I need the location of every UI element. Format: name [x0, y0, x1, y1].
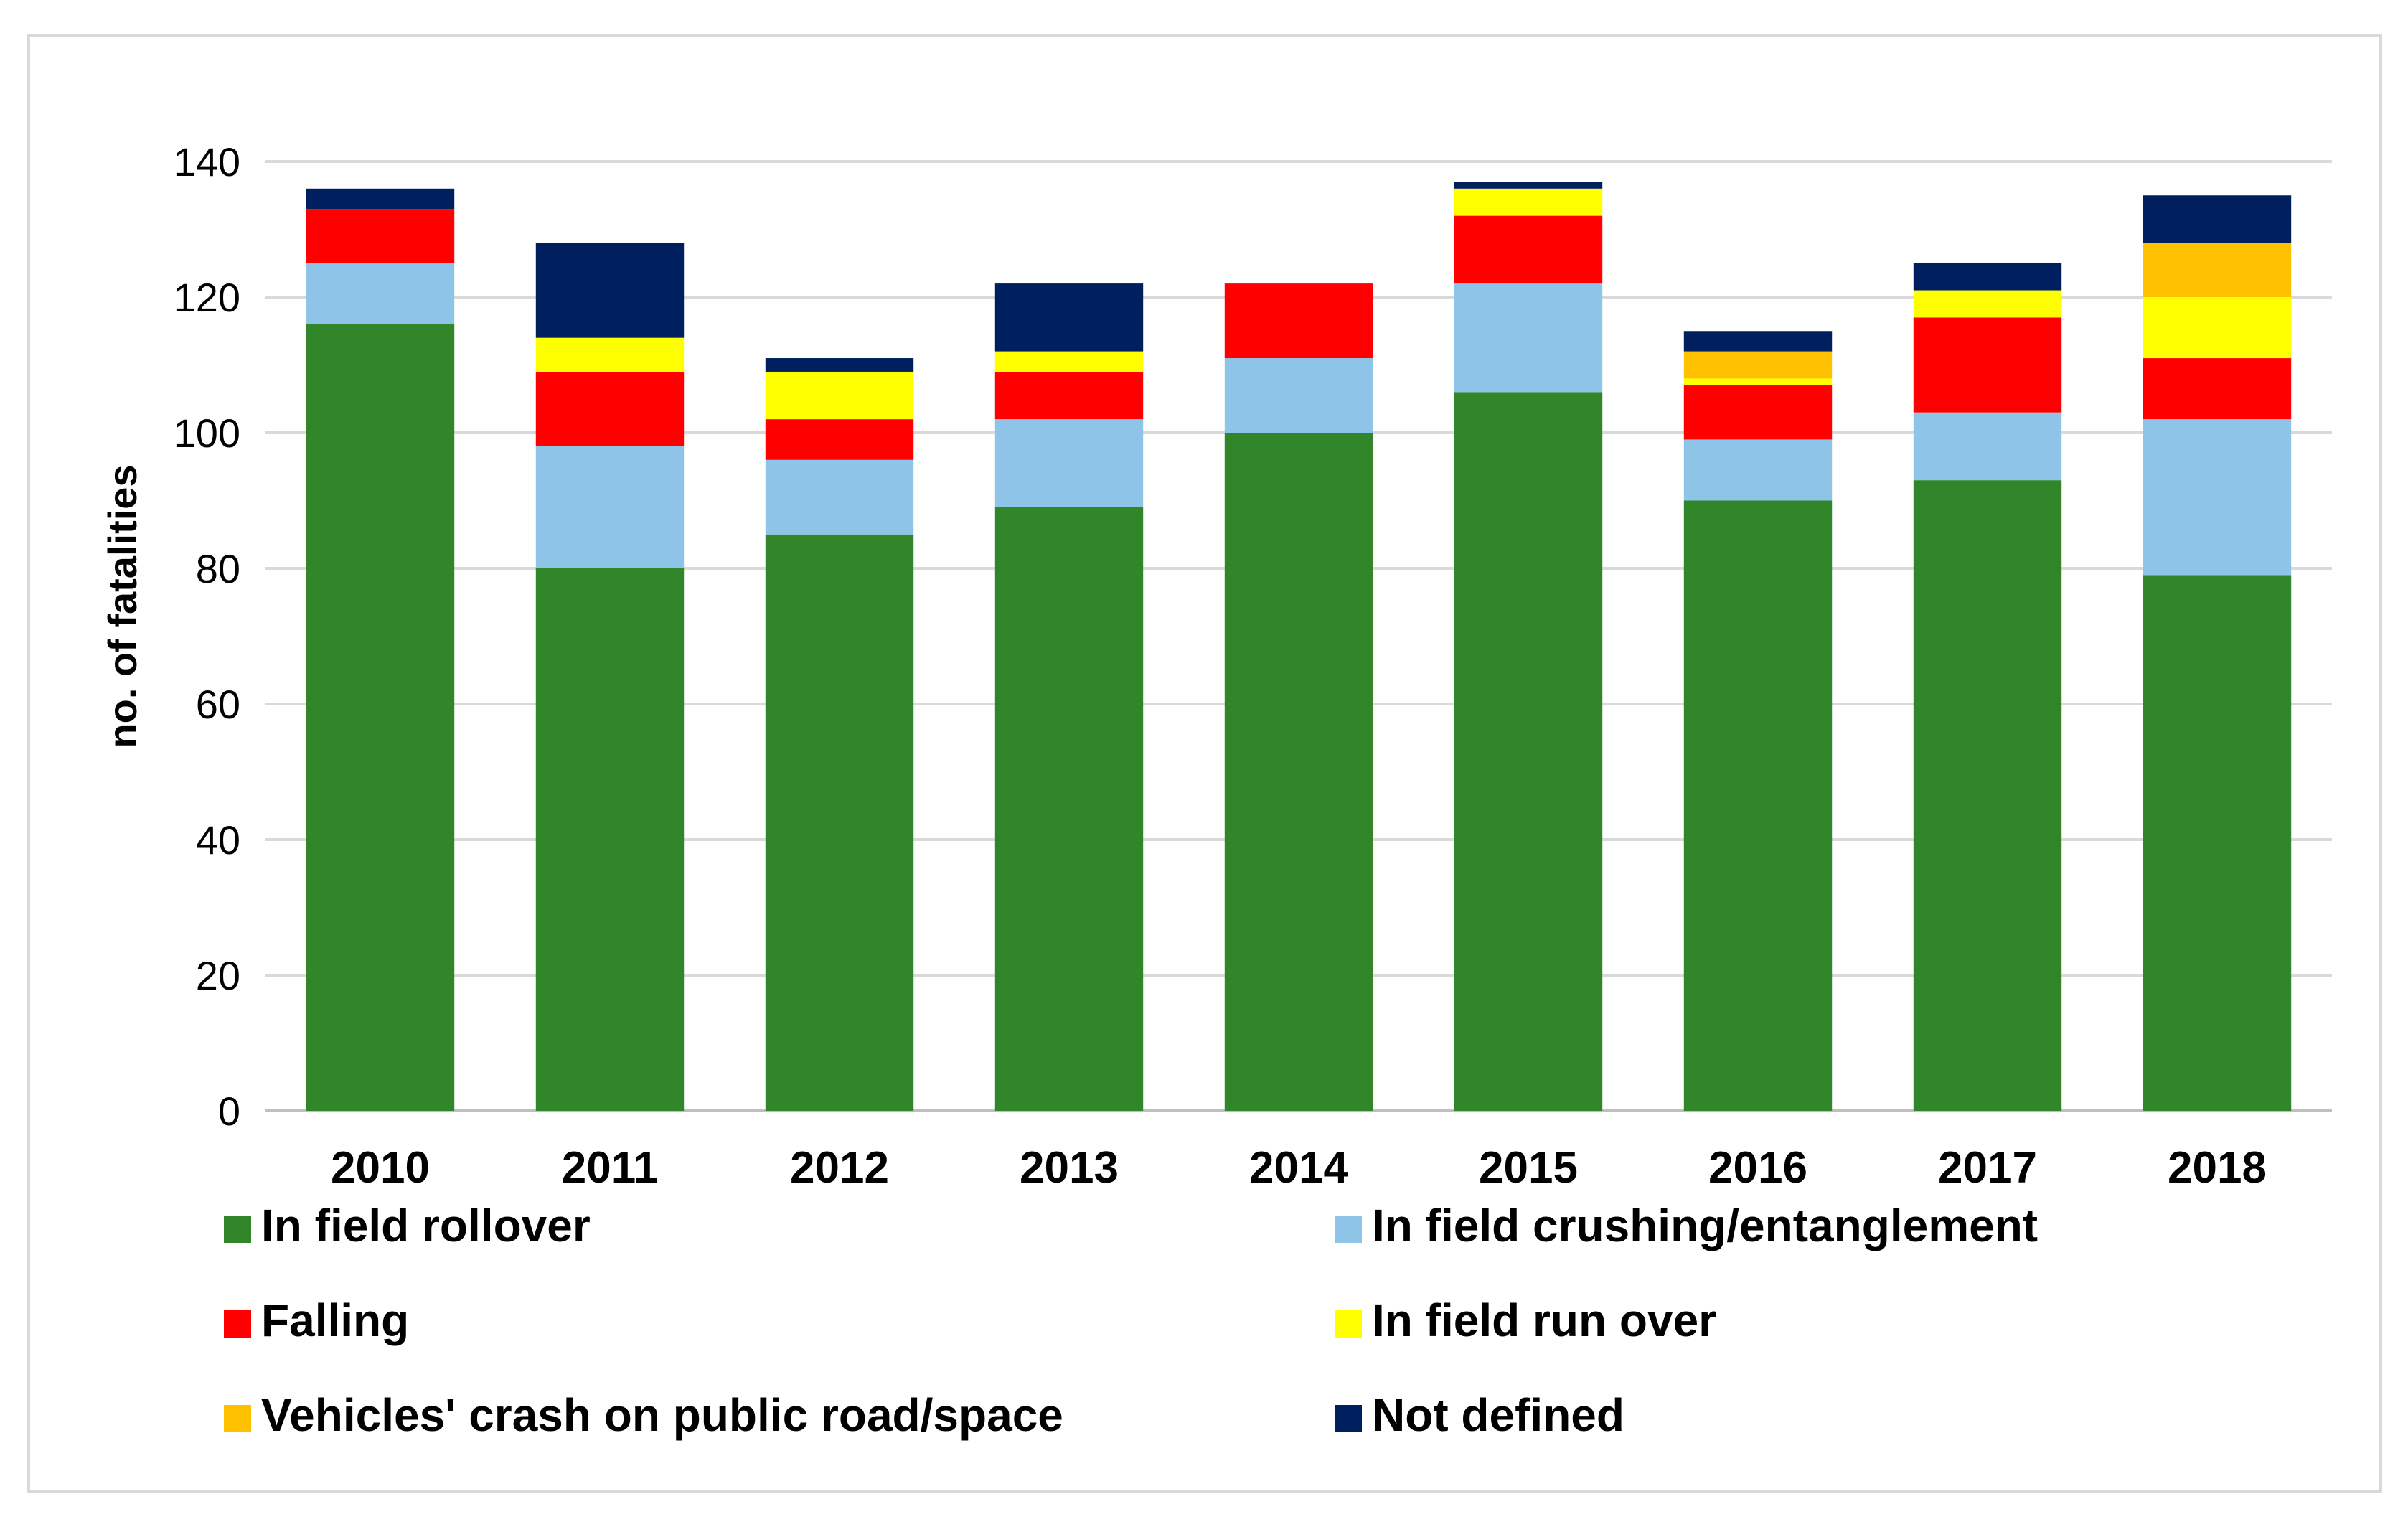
- bar-segment-2013-3: [994, 371, 1144, 420]
- y-tick-label: 80: [196, 546, 240, 591]
- legend-swatch: [224, 1405, 251, 1432]
- bar-segment-2012-3: [765, 419, 914, 460]
- x-tick-label: 2012: [790, 1143, 889, 1193]
- bar-segment-2012-6: [765, 358, 914, 372]
- y-axis-title: no. of fatalities: [100, 464, 145, 748]
- bar-segment-2013-1: [994, 507, 1144, 1111]
- bar-segment-2010-3: [306, 209, 455, 263]
- legend-label: Not defined: [1372, 1389, 1624, 1441]
- bar-segment-2018-1: [2143, 575, 2292, 1111]
- bar-segment-2010-2: [306, 263, 455, 324]
- bar-segment-2012-4: [765, 371, 914, 420]
- bar-segment-2014-1: [1224, 433, 1373, 1111]
- axes: 0 20 40 60 80 100 120 140 2010 2011 2012 2013 2014 20…: [174, 139, 2267, 1193]
- bar-segment-2016-2: [1683, 439, 1833, 501]
- bar-segment-2015-1: [1454, 392, 1603, 1111]
- y-tick-label: 40: [196, 817, 240, 863]
- bar-segment-2018-2: [2143, 419, 2292, 576]
- bar-segment-2017-1: [1913, 480, 2062, 1111]
- y-tick-label: 120: [174, 275, 240, 320]
- y-tick-label: 20: [196, 953, 240, 998]
- bar-segment-2015-2: [1454, 283, 1603, 393]
- bar-segment-2018-6: [2143, 195, 2292, 243]
- bar-segment-2016-6: [1683, 331, 1833, 352]
- bar-segment-2016-5: [1683, 351, 1833, 379]
- bar-segment-2013-6: [994, 283, 1144, 352]
- legend-label: Falling: [261, 1295, 409, 1346]
- x-tick-label: 2018: [2168, 1143, 2267, 1193]
- legend-label: Vehicles' crash on public road/space: [261, 1389, 1063, 1441]
- legend-label: In field crushing/entanglement: [1372, 1200, 2038, 1251]
- bar-segment-2011-4: [535, 337, 685, 372]
- legend-swatch: [1335, 1405, 1362, 1432]
- bar-segment-2010-1: [306, 324, 455, 1111]
- x-tick-label: 2011: [562, 1143, 659, 1193]
- bar-segment-2017-2: [1913, 412, 2062, 481]
- y-tick-label: 100: [174, 410, 240, 456]
- legend-label: In field rollover: [261, 1200, 591, 1251]
- bar-segment-2015-4: [1454, 188, 1603, 216]
- y-tick-label: 0: [218, 1089, 240, 1134]
- bar-segment-2018-5: [2143, 243, 2292, 297]
- x-tick-label: 2017: [1938, 1143, 2037, 1193]
- legend-label: In field run over: [1372, 1295, 1716, 1346]
- x-tick-label: 2013: [1020, 1143, 1119, 1193]
- bar-segment-2016-1: [1683, 500, 1833, 1111]
- bar-segment-2012-2: [765, 459, 914, 535]
- legend-swatch: [224, 1310, 251, 1338]
- bar-segment-2011-2: [535, 446, 685, 568]
- bar-segment-2013-4: [994, 351, 1144, 372]
- bar-segment-2018-3: [2143, 358, 2292, 420]
- bar-segment-2013-2: [994, 419, 1144, 507]
- x-tick-label: 2015: [1479, 1143, 1578, 1193]
- bar-segment-2012-1: [765, 534, 914, 1111]
- bar-segment-2017-6: [1913, 263, 2062, 291]
- bar-segment-2016-3: [1683, 385, 1833, 440]
- y-tick-label: 140: [174, 139, 240, 184]
- bar-segment-2011-1: [535, 568, 685, 1111]
- bar-segment-2015-3: [1454, 215, 1603, 284]
- bar-segment-2015-6: [1454, 182, 1603, 189]
- bar-segment-2011-6: [535, 243, 685, 338]
- bar-segment-2014-3: [1224, 283, 1373, 359]
- legend-swatch: [1335, 1310, 1362, 1338]
- bar-segment-2014-2: [1224, 358, 1373, 433]
- bar-segment-2018-4: [2143, 297, 2292, 359]
- bar-segment-2010-6: [306, 188, 455, 210]
- y-tick-label: 60: [196, 682, 240, 727]
- bar-segment-2016-4: [1683, 378, 1833, 385]
- legend: In field rollover In field crushing/entan…: [224, 1200, 2038, 1441]
- legend-swatch: [1335, 1216, 1362, 1243]
- legend-swatch: [224, 1216, 251, 1243]
- bars: [306, 182, 2292, 1111]
- bar-segment-2017-4: [1913, 290, 2062, 318]
- bar-segment-2017-3: [1913, 317, 2062, 413]
- x-tick-label: 2010: [331, 1143, 430, 1193]
- x-tick-label: 2014: [1249, 1143, 1348, 1193]
- bar-segment-2011-3: [535, 371, 685, 446]
- x-tick-label: 2016: [1708, 1143, 1807, 1193]
